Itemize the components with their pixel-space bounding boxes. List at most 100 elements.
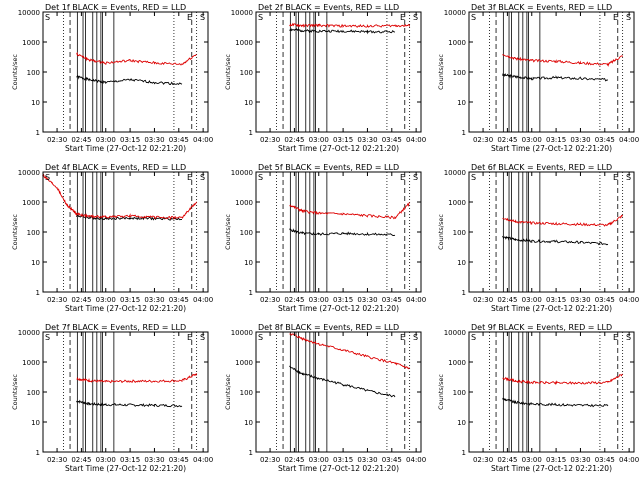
detector-panel-6: Det 6f BLACK = Events, RED = LLD 1 10 100 10… <box>437 163 639 313</box>
y-tick-label: 1 <box>36 129 40 137</box>
x-tick-label: 03:15 <box>333 296 353 304</box>
marker-corner-label: E <box>400 173 405 182</box>
y-axis-label: Counts/sec <box>437 54 445 90</box>
y-tick-label: 10 <box>244 259 253 267</box>
marker-corner-label: S <box>200 13 205 22</box>
x-axis-label: Start Time (27-Oct-12 02:21:20) <box>65 144 186 153</box>
y-axis-label: Counts/sec <box>437 214 445 250</box>
plot-frame <box>468 11 635 133</box>
y-tick-label: 1 <box>36 289 40 297</box>
x-tick-label: 03:30 <box>570 296 590 304</box>
plot-frame <box>255 11 422 133</box>
marker-corner-label: E <box>613 13 618 22</box>
x-tick-label: 02:45 <box>284 136 304 144</box>
x-tick-label: 03:30 <box>144 136 164 144</box>
x-tick-label: 03:15 <box>333 456 353 464</box>
x-tick-label: 03:45 <box>382 456 402 464</box>
x-tick-label: 02:45 <box>284 456 304 464</box>
marker-corner-label: S <box>626 333 631 342</box>
x-tick-label: 02:30 <box>260 136 280 144</box>
plot-frame <box>468 331 635 453</box>
y-tick-label: 1 <box>462 449 466 457</box>
y-tick-label: 10000 <box>444 329 466 337</box>
y-axis-label: Counts/sec <box>224 374 232 410</box>
x-tick-label: 04:00 <box>406 296 426 304</box>
x-tick-label: 03:45 <box>595 456 615 464</box>
x-tick-label: 02:30 <box>473 456 493 464</box>
series-line-events <box>502 235 609 246</box>
marker-corner-label: S <box>45 13 50 22</box>
panel-title: Det 2f BLACK = Events, RED = LLD <box>258 3 399 12</box>
y-tick-label: 10000 <box>444 169 466 177</box>
x-tick-label: 02:45 <box>71 456 91 464</box>
x-tick-label: 03:15 <box>333 136 353 144</box>
plot-frame <box>42 11 209 133</box>
panel-title: Det 7f BLACK = Events, RED = LLD <box>45 323 186 332</box>
marker-corner-label: S <box>413 333 418 342</box>
y-tick-label: 1000 <box>22 359 40 367</box>
series-line-events <box>76 214 183 221</box>
y-axis-label: Counts/sec <box>11 374 19 410</box>
y-tick-label: 1000 <box>22 199 40 207</box>
x-tick-label: 03:30 <box>357 456 377 464</box>
x-tick-label: 03:30 <box>570 456 590 464</box>
x-tick-label: 03:00 <box>522 136 542 144</box>
x-tick-label: 03:45 <box>382 136 402 144</box>
x-tick-label: 04:00 <box>406 456 426 464</box>
y-tick-label: 1000 <box>235 199 253 207</box>
y-tick-label: 10000 <box>231 329 253 337</box>
y-tick-label: 10000 <box>18 169 40 177</box>
y-tick-label: 10 <box>31 259 40 267</box>
y-axis-label: Counts/sec <box>437 374 445 410</box>
panel-title: Det 6f BLACK = Events, RED = LLD <box>471 163 612 172</box>
y-tick-label: 1000 <box>235 359 253 367</box>
detector-panel-5: Det 5f BLACK = Events, RED = LLD 1 10 100 10… <box>224 163 426 313</box>
series-line-events <box>289 228 396 236</box>
marker-corner-label: S <box>471 333 476 342</box>
series-line-lld <box>76 51 197 66</box>
x-axis-label: Start Time (27-Oct-12 02:21:20) <box>491 304 612 313</box>
x-tick-label: 03:00 <box>96 136 116 144</box>
detector-panel-9: Det 9f BLACK = Events, RED = LLD 1 10 100 10… <box>437 323 639 473</box>
y-tick-label: 10 <box>457 99 466 107</box>
x-tick-label: 03:00 <box>96 296 116 304</box>
marker-corner-label: S <box>258 13 263 22</box>
plot-frame <box>468 171 635 293</box>
x-tick-label: 04:00 <box>193 296 213 304</box>
plot-frame <box>255 331 422 453</box>
marker-corner-label: E <box>613 333 618 342</box>
x-axis-label: Start Time (27-Oct-12 02:21:20) <box>65 304 186 313</box>
series-line-events <box>502 397 609 408</box>
y-tick-label: 10000 <box>231 169 253 177</box>
y-tick-label: 10 <box>457 259 466 267</box>
series-line-events <box>76 399 183 408</box>
x-tick-label: 03:30 <box>144 456 164 464</box>
panel-title: Det 3f BLACK = Events, RED = LLD <box>471 3 612 12</box>
series-line-lld <box>502 54 623 67</box>
series-line-events <box>502 72 609 82</box>
x-tick-label: 02:30 <box>47 296 67 304</box>
marker-corner-label: S <box>413 173 418 182</box>
y-tick-label: 1 <box>462 129 466 137</box>
y-tick-label: 1000 <box>448 39 466 47</box>
x-tick-label: 03:15 <box>120 136 140 144</box>
x-tick-label: 02:45 <box>497 456 517 464</box>
x-tick-label: 03:00 <box>522 456 542 464</box>
y-tick-label: 1000 <box>22 39 40 47</box>
x-tick-label: 02:30 <box>473 296 493 304</box>
y-tick-label: 1 <box>249 449 253 457</box>
x-tick-label: 04:00 <box>193 136 213 144</box>
y-axis-label: Counts/sec <box>11 214 19 250</box>
marker-corner-label: E <box>400 13 405 22</box>
y-tick-label: 100 <box>453 69 466 77</box>
series-line-lld <box>502 214 623 227</box>
y-tick-label: 10000 <box>444 9 466 17</box>
x-tick-label: 02:45 <box>497 136 517 144</box>
x-tick-label: 04:00 <box>619 456 639 464</box>
series-line-lld <box>502 373 623 386</box>
marker-corner-label: S <box>471 13 476 22</box>
marker-corner-label: E <box>187 333 192 342</box>
series-line-events <box>76 74 183 86</box>
y-tick-label: 10 <box>31 419 40 427</box>
